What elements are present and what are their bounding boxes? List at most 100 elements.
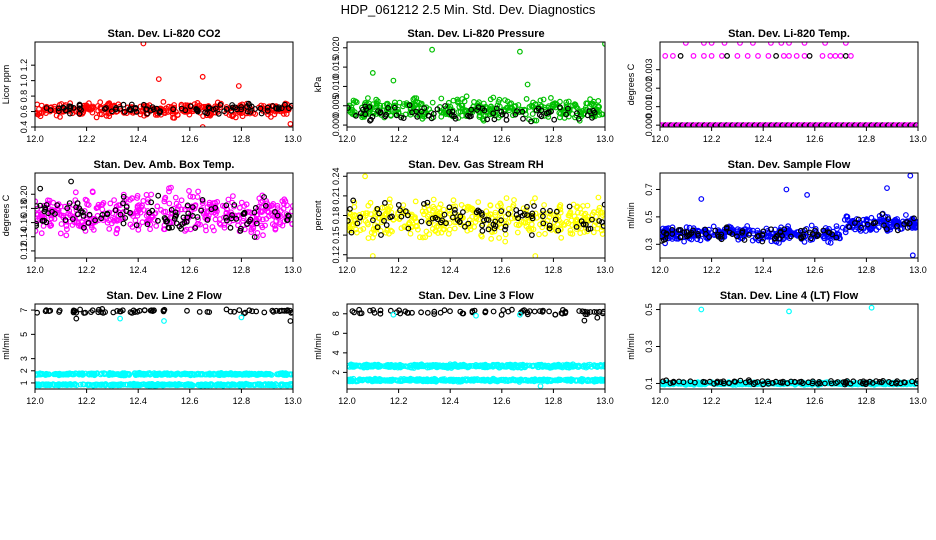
data-point [357, 310, 363, 317]
data-point [673, 122, 680, 127]
data-point [188, 382, 195, 389]
plot-frame [346, 41, 606, 128]
y-tick-label: 0.015 [331, 56, 341, 79]
data-point [701, 53, 707, 59]
data-point [669, 226, 676, 233]
data-point [457, 213, 464, 220]
data-point [468, 113, 474, 120]
data-point [72, 370, 79, 377]
panel-title: Stan. Dev. Li-820 Pressure [407, 28, 544, 40]
chart-panel-4: Stan. Dev. Amb. Box Temp.degrees C12.0 12… [1, 159, 302, 275]
data-point [861, 122, 868, 127]
data-point [350, 97, 357, 104]
x-tick-label: 12.4 [441, 134, 459, 144]
data-point [521, 211, 528, 218]
data-point [349, 213, 356, 220]
data-point [471, 223, 478, 230]
x-tick-label: 12.2 [703, 396, 721, 406]
data-point [581, 211, 588, 218]
data-point [231, 308, 238, 315]
data-point [147, 226, 154, 233]
data-point [562, 309, 569, 316]
data-point [37, 185, 44, 192]
data-point [690, 122, 697, 127]
data-point [703, 122, 710, 127]
data-point [43, 307, 50, 314]
data-point [38, 230, 45, 237]
data-point [553, 208, 560, 215]
data-point [833, 234, 840, 241]
data-point [546, 222, 553, 229]
data-point [546, 308, 552, 315]
data-point [842, 53, 849, 59]
data-point [594, 363, 601, 370]
data-point [367, 117, 373, 124]
data-point [80, 381, 86, 388]
data-point [786, 308, 792, 315]
data-point [520, 115, 526, 122]
y-tick-label: 1 [19, 380, 29, 385]
y-tick-label: 0.000 [331, 114, 341, 137]
data-point [596, 218, 603, 224]
data-point [120, 193, 127, 200]
data-point [468, 106, 475, 113]
y-tick-label: 0.24 [331, 168, 341, 186]
data-point [480, 117, 487, 124]
data-point [590, 107, 597, 114]
data-point [170, 106, 177, 113]
data-point [224, 206, 230, 213]
data-point [801, 53, 808, 59]
data-point [874, 122, 881, 127]
data-point [855, 122, 862, 127]
data-point [734, 53, 741, 59]
data-point [274, 212, 281, 219]
data-point [524, 81, 531, 88]
data-point [389, 213, 395, 220]
data-point [38, 371, 44, 378]
data-point [750, 381, 757, 388]
data-point [357, 110, 364, 117]
data-point [720, 122, 726, 127]
y-axis-label: ml/min [313, 333, 323, 360]
data-point [558, 234, 565, 241]
data-point [850, 122, 856, 127]
data-point [853, 122, 860, 127]
data-point [402, 308, 409, 315]
data-point [484, 364, 491, 371]
panel-title: Stan. Dev. Line 3 Flow [418, 290, 534, 302]
data-point [162, 208, 169, 215]
data-point [183, 226, 190, 233]
data-point [746, 122, 752, 127]
data-point [529, 232, 535, 239]
data-point [221, 371, 228, 378]
data-point [531, 378, 538, 385]
data-point [894, 378, 900, 385]
data-point [55, 108, 62, 115]
data-point [228, 371, 235, 378]
data-point [169, 224, 175, 231]
data-point [383, 111, 390, 118]
data-point [79, 209, 86, 216]
data-point [251, 234, 258, 240]
data-point [228, 382, 235, 389]
y-axis-label: ml/min [1, 333, 11, 360]
data-point [879, 122, 886, 127]
data-point [723, 122, 730, 127]
y-tick-label: 7 [19, 308, 29, 313]
data-point [389, 363, 396, 370]
data-point [710, 122, 717, 127]
data-point [459, 105, 466, 112]
data-point [681, 122, 687, 127]
data-point [431, 311, 438, 318]
data-point [783, 186, 790, 193]
data-point [419, 208, 426, 215]
data-point [496, 235, 503, 241]
data-point [37, 113, 44, 120]
data-point [901, 379, 907, 386]
data-point [879, 211, 886, 218]
data-point [594, 314, 601, 321]
data-point [103, 112, 110, 119]
data-point [430, 362, 436, 368]
